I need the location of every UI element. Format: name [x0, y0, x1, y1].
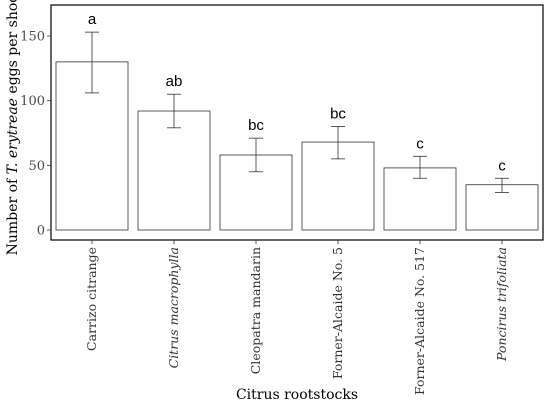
- bar: [137, 110, 211, 231]
- y-axis-title-suffix: eggs per shoot: [5, 0, 21, 98]
- significance-letter: c: [498, 157, 506, 174]
- y-axis-title: Number of T. erytreae eggs per shoot: [5, 0, 21, 255]
- y-axis: 0 50 100 150: [20, 30, 51, 239]
- significance-letter: bc: [248, 117, 264, 134]
- bars-group: a ab bc bc c c: [55, 11, 539, 231]
- significance-letter: a: [88, 11, 97, 28]
- y-axis-title-species: T. erytreae: [5, 98, 21, 174]
- significance-letter: ab: [166, 73, 183, 90]
- x-axis-title: Citrus rootstocks: [236, 387, 358, 403]
- y-tick-label: 150: [20, 30, 45, 45]
- y-tick-label: 50: [28, 159, 45, 174]
- x-axis: Carrizo citrange Citrus macrophylla Cleopa…: [84, 240, 509, 395]
- x-tick-label: Cleopatra mandarin: [248, 247, 263, 374]
- y-axis-title-prefix: Number of: [5, 174, 21, 255]
- significance-letter: bc: [330, 106, 346, 123]
- y-tick-label: 100: [20, 94, 45, 109]
- x-tick-label: Poncirus trifoliata: [494, 247, 509, 362]
- y-tick-label: 0: [37, 224, 45, 239]
- x-tick-label: Carrizo citrange: [84, 247, 99, 351]
- x-tick-label: Citrus macrophylla: [166, 247, 181, 368]
- significance-letter: c: [416, 135, 424, 152]
- plot-frame: [50, 4, 544, 241]
- x-tick-label: Forner-Alcaide No. 517: [412, 247, 427, 395]
- x-tick-label: Forner-Alcaide No. 5: [330, 247, 345, 379]
